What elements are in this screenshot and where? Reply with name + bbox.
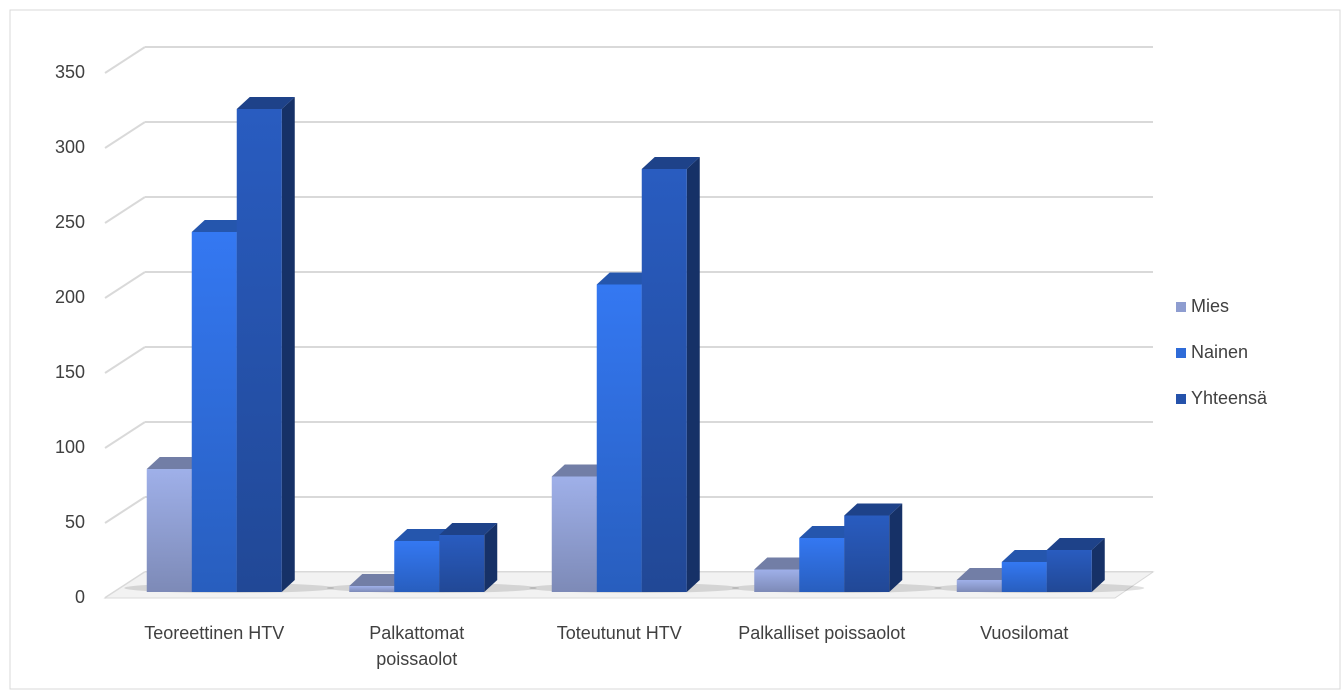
bar-front bbox=[596, 284, 642, 592]
bar-front bbox=[551, 476, 597, 592]
bar-top bbox=[754, 557, 813, 570]
bar-front bbox=[844, 515, 890, 592]
bar-front bbox=[191, 232, 237, 592]
y-tick-label: 100 bbox=[55, 437, 85, 457]
bar-top bbox=[236, 97, 295, 109]
bar-top bbox=[956, 568, 1015, 580]
bar-front bbox=[754, 569, 800, 592]
bar-front bbox=[439, 535, 485, 592]
bar-front bbox=[1001, 562, 1047, 592]
y-tick-label: 350 bbox=[55, 62, 85, 82]
grid-line bbox=[104, 271, 146, 299]
x-tick-label: Toteutunut HTV bbox=[556, 623, 682, 643]
y-tick-label: 300 bbox=[55, 137, 85, 157]
legend-swatch bbox=[1176, 348, 1186, 358]
bar bbox=[1046, 538, 1105, 592]
bar-front bbox=[394, 541, 440, 592]
x-tick-label: Palkalliset poissaolot bbox=[738, 623, 906, 643]
bar-front bbox=[641, 169, 687, 592]
bar-top bbox=[596, 272, 655, 285]
bar-top bbox=[191, 220, 250, 232]
y-tick-label: 50 bbox=[65, 512, 85, 532]
y-tick-label: 150 bbox=[55, 362, 85, 382]
bar bbox=[641, 157, 700, 592]
grid-line bbox=[104, 496, 146, 524]
legend-swatch bbox=[1176, 302, 1186, 312]
legend-label: Yhteensä bbox=[1191, 388, 1268, 408]
bar bbox=[844, 503, 903, 592]
bar-front bbox=[236, 109, 282, 592]
grid-line bbox=[104, 121, 146, 149]
bar-top bbox=[439, 523, 498, 535]
bar-side bbox=[281, 97, 295, 592]
bar-front bbox=[1046, 550, 1092, 592]
x-tick-label: Palkattomat poissaolot bbox=[369, 623, 465, 669]
bar-front bbox=[799, 538, 845, 592]
bar-top bbox=[1046, 538, 1105, 550]
bar bbox=[439, 523, 498, 592]
grid-line bbox=[104, 346, 146, 374]
grid-line bbox=[104, 421, 146, 449]
x-tick-label: Teoreettinen HTV bbox=[144, 623, 285, 643]
grid-line bbox=[104, 196, 146, 224]
bar-side bbox=[1091, 538, 1105, 592]
bar-top bbox=[799, 526, 858, 538]
bar-top bbox=[551, 464, 610, 477]
legend-swatch bbox=[1176, 394, 1186, 404]
y-tick-label: 0 bbox=[75, 587, 85, 607]
bar-top bbox=[641, 157, 700, 169]
bar-side bbox=[686, 157, 700, 592]
bar-side bbox=[484, 523, 498, 592]
bar-front bbox=[956, 580, 1002, 592]
bar-front bbox=[349, 586, 395, 592]
x-tick-label: Vuosilomat bbox=[980, 623, 1069, 643]
bar-top bbox=[349, 574, 408, 586]
y-tick-label: 200 bbox=[55, 287, 85, 307]
bar-top bbox=[844, 503, 903, 516]
bar-front bbox=[146, 469, 192, 592]
bar-side bbox=[889, 503, 903, 592]
bar-top bbox=[1001, 550, 1060, 562]
bar bbox=[236, 97, 295, 592]
bar-top bbox=[146, 457, 205, 469]
y-tick-label: 250 bbox=[55, 212, 85, 232]
grid-line bbox=[104, 46, 146, 74]
legend-label: Mies bbox=[1191, 296, 1229, 316]
legend-label: Nainen bbox=[1191, 342, 1248, 362]
bar-top bbox=[394, 529, 453, 541]
